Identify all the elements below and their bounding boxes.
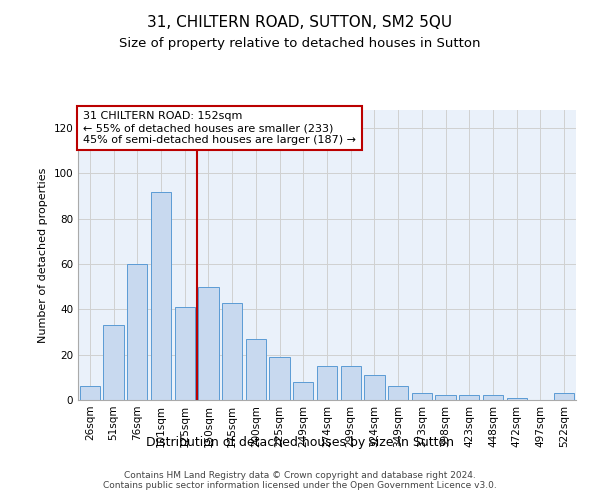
- Bar: [127, 264, 148, 400]
- Bar: [293, 382, 313, 400]
- Bar: [269, 357, 290, 400]
- Bar: [341, 366, 361, 400]
- Text: Contains HM Land Registry data © Crown copyright and database right 2024.
Contai: Contains HM Land Registry data © Crown c…: [103, 470, 497, 490]
- Text: 31, CHILTERN ROAD, SUTTON, SM2 5QU: 31, CHILTERN ROAD, SUTTON, SM2 5QU: [148, 15, 452, 30]
- Bar: [222, 302, 242, 400]
- Text: Distribution of detached houses by size in Sutton: Distribution of detached houses by size …: [146, 436, 454, 449]
- Bar: [436, 396, 455, 400]
- Bar: [388, 386, 408, 400]
- Bar: [103, 325, 124, 400]
- Bar: [483, 396, 503, 400]
- Y-axis label: Number of detached properties: Number of detached properties: [38, 168, 48, 342]
- Bar: [459, 396, 479, 400]
- Text: Size of property relative to detached houses in Sutton: Size of property relative to detached ho…: [119, 38, 481, 51]
- Bar: [80, 386, 100, 400]
- Bar: [317, 366, 337, 400]
- Bar: [554, 393, 574, 400]
- Text: 31 CHILTERN ROAD: 152sqm
← 55% of detached houses are smaller (233)
45% of semi-: 31 CHILTERN ROAD: 152sqm ← 55% of detach…: [83, 112, 356, 144]
- Bar: [151, 192, 171, 400]
- Bar: [175, 307, 195, 400]
- Bar: [199, 286, 218, 400]
- Bar: [246, 339, 266, 400]
- Bar: [506, 398, 527, 400]
- Bar: [412, 393, 432, 400]
- Bar: [364, 375, 385, 400]
